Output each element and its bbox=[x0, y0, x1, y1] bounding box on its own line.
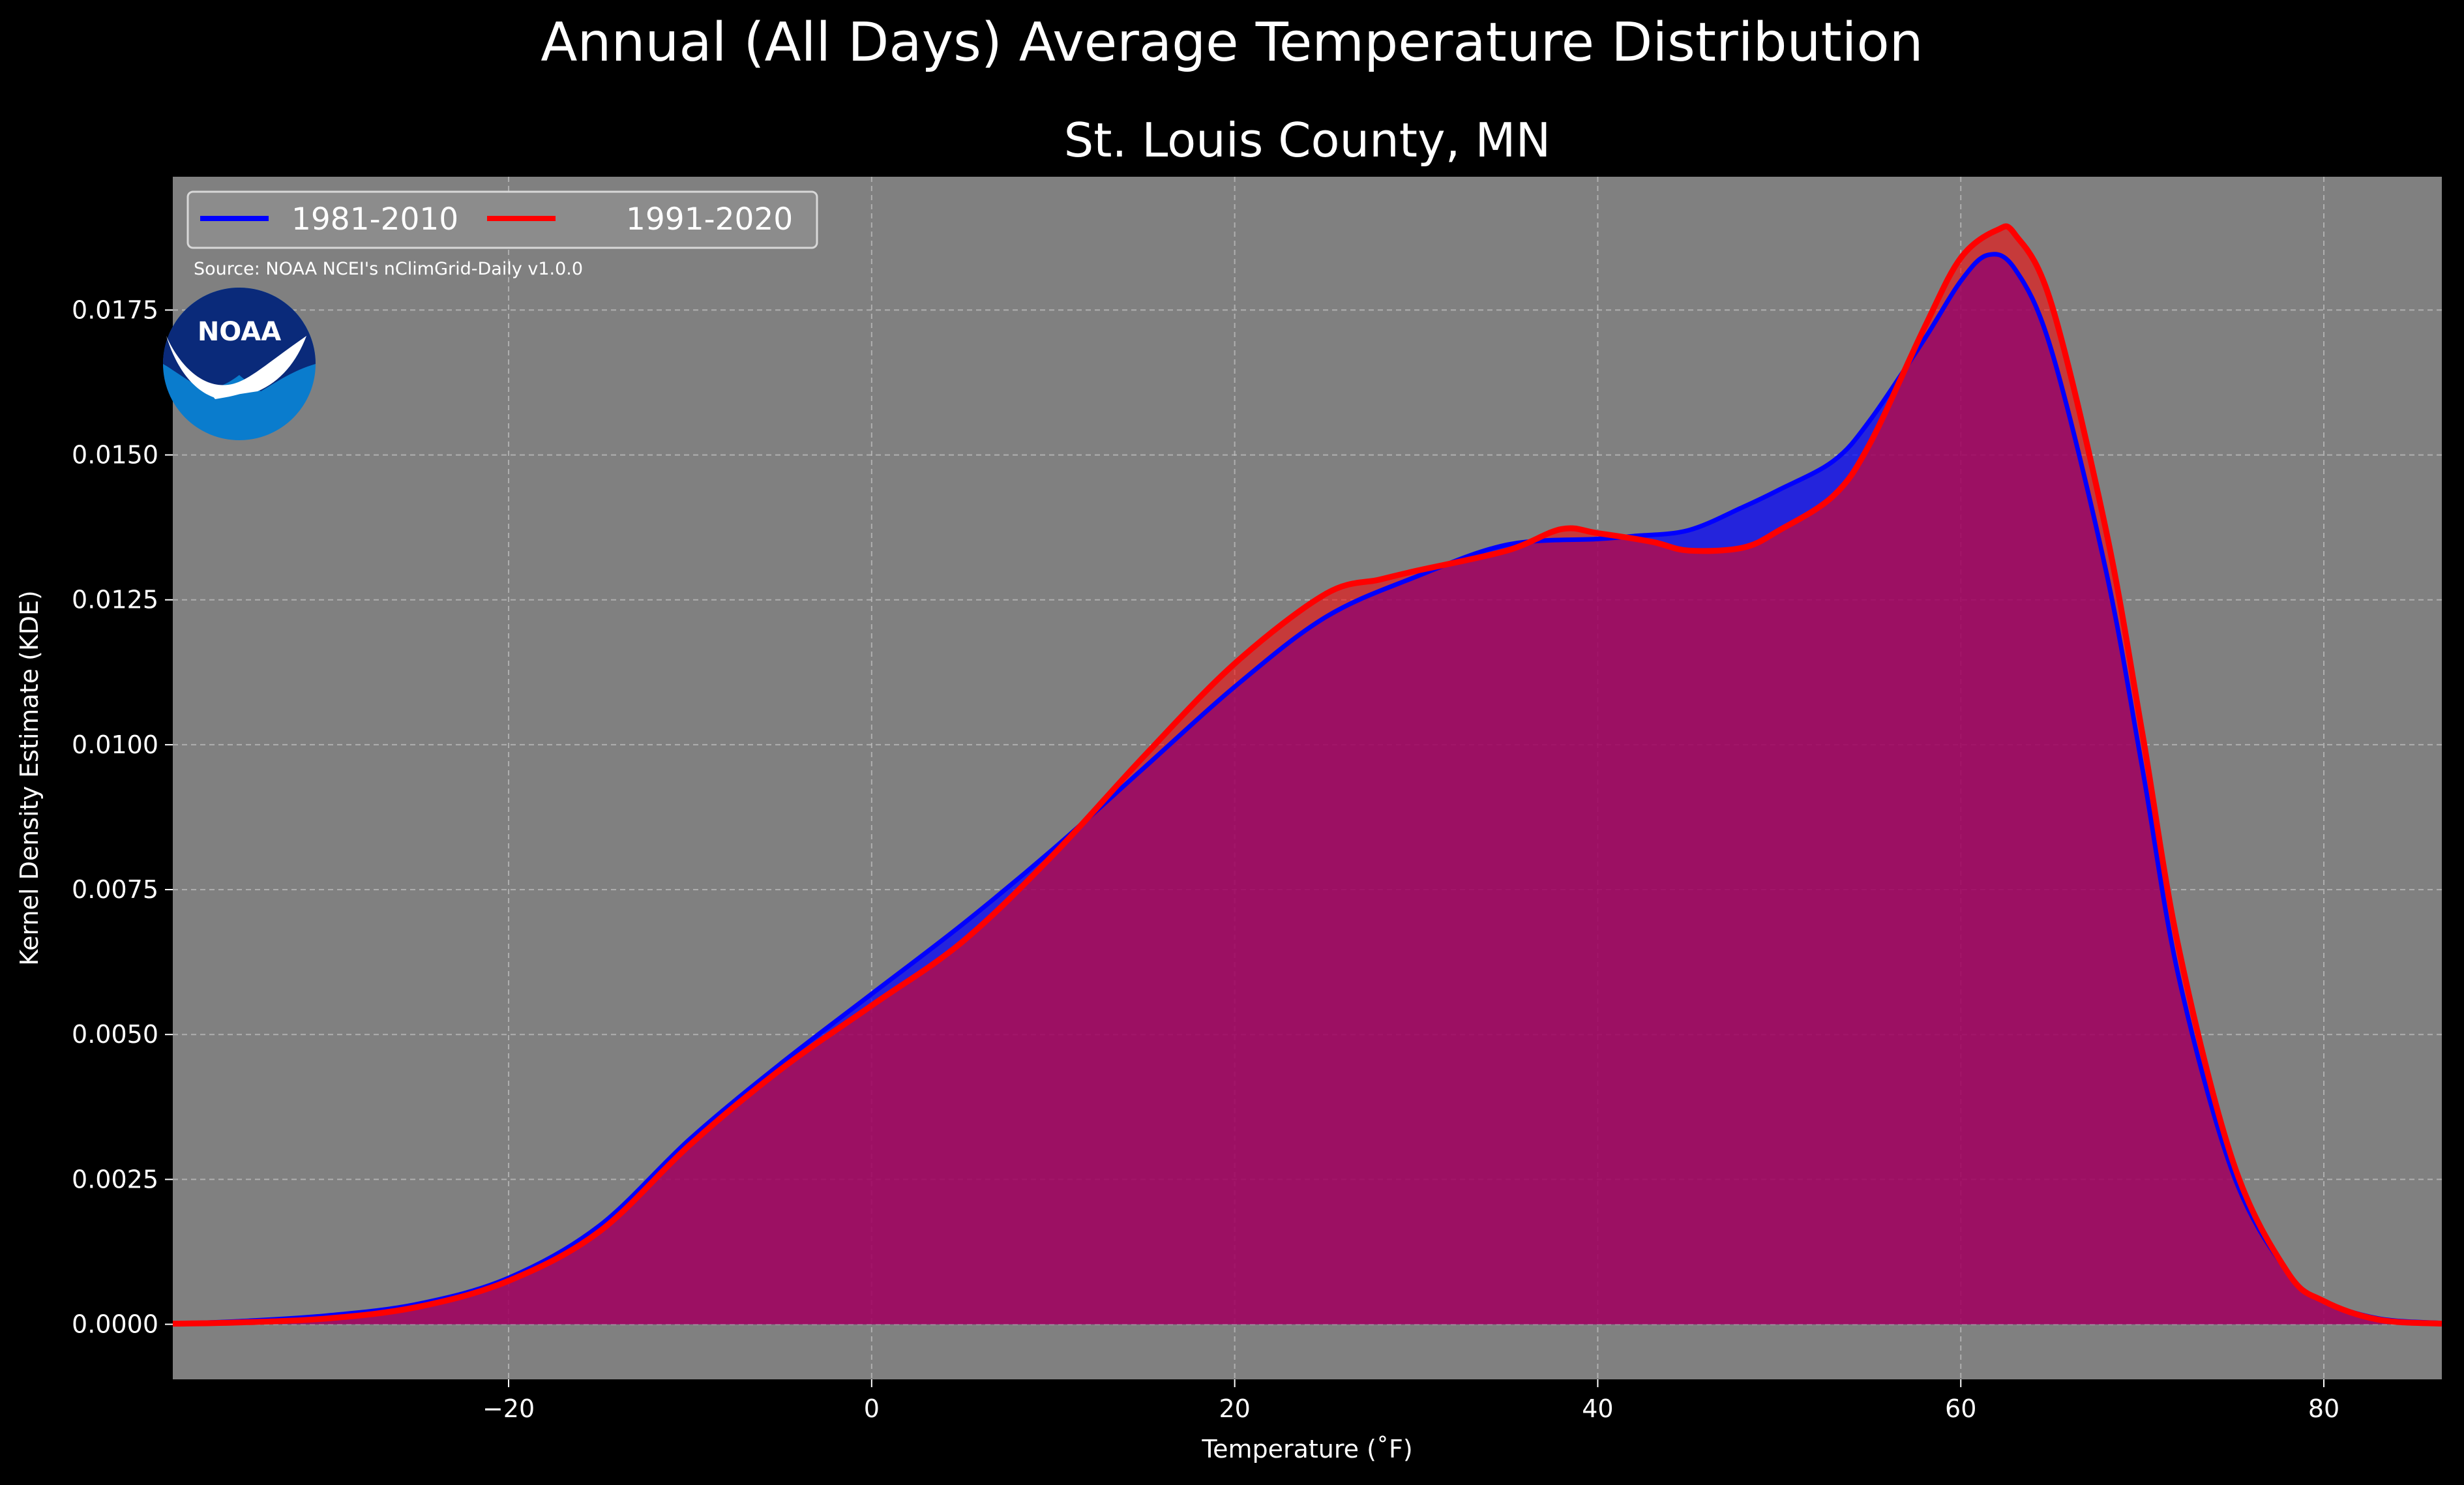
legend-label-1981-2010: 1981-2010 bbox=[291, 202, 458, 237]
y-tick-label: 0.0125 bbox=[72, 586, 158, 614]
y-tick-label: 0.0100 bbox=[72, 730, 158, 759]
series-fill-1991-2020 bbox=[173, 226, 2442, 1325]
x-axis-ticks: −20 0 20 40 60 80 bbox=[482, 1379, 2339, 1423]
y-axis-ticks: 0.0000 0.0025 0.0050 0.0075 0.0100 0.0125 0.01… bbox=[72, 295, 173, 1339]
source-note: Source: NOAA NCEI's nClimGrid-Daily v1.0… bbox=[194, 259, 583, 279]
x-tick-label: 40 bbox=[1582, 1394, 1613, 1423]
x-tick-label: −20 bbox=[482, 1394, 535, 1423]
y-tick-label: 0.0000 bbox=[72, 1310, 158, 1339]
chart-title: Annual (All Days) Average Temperature Di… bbox=[541, 12, 1923, 74]
x-tick-label: 80 bbox=[2308, 1394, 2339, 1423]
x-tick-label: 60 bbox=[1945, 1394, 1976, 1423]
series-line-1991-2020 bbox=[173, 223, 2442, 1327]
legend: 1981-2010 1991-2020 bbox=[186, 190, 818, 249]
noaa-logo: NOAA bbox=[163, 288, 316, 440]
series-lines bbox=[173, 223, 2442, 1327]
x-tick-label: 0 bbox=[864, 1394, 880, 1423]
y-tick-label: 0.0050 bbox=[72, 1020, 158, 1049]
y-tick-label: 0.0075 bbox=[72, 875, 158, 904]
y-tick-label: 0.0175 bbox=[72, 295, 158, 324]
series-fills bbox=[173, 226, 2442, 1325]
legend-label-1991-2020: 1991-2020 bbox=[626, 202, 793, 237]
x-tick-label: 20 bbox=[1219, 1394, 1250, 1423]
logo-seagull-icon bbox=[166, 336, 306, 399]
x-axis-label: Temperature (˚F) bbox=[1201, 1435, 1412, 1463]
chart-subtitle: St. Louis County, MN bbox=[1063, 113, 1551, 168]
logo-wordmark: NOAA bbox=[198, 317, 281, 347]
y-tick-label: 0.0150 bbox=[72, 441, 158, 470]
y-axis-label: Kernel Density Estimate (KDE) bbox=[15, 590, 44, 966]
y-tick-label: 0.0025 bbox=[72, 1165, 158, 1193]
